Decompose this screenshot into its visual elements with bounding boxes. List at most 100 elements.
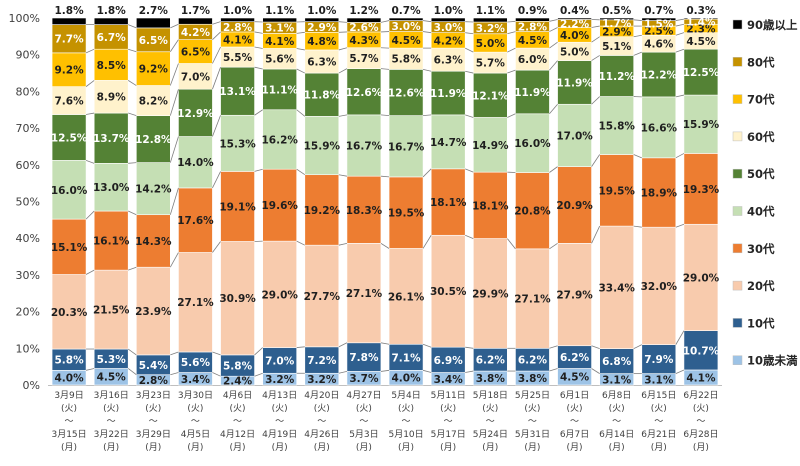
series-connector-line (86, 270, 94, 274)
x-label-start-dow: (火) (651, 403, 667, 414)
legend-item: 10歳未満 (733, 354, 798, 368)
x-label-start-dow: (火) (230, 403, 246, 414)
series-connector-line (592, 97, 600, 105)
x-label-end-date: 6月14日 (599, 429, 634, 440)
data-label: 1.8% (97, 5, 127, 17)
series-connector-line (212, 32, 220, 40)
data-label: 6.5% (181, 47, 211, 59)
data-label: 29.0% (261, 289, 298, 301)
data-label: 4.2% (434, 35, 464, 47)
data-label: 2.8% (223, 22, 253, 34)
data-label: 1.8% (55, 5, 85, 17)
data-label: 23.9% (135, 306, 172, 318)
data-label: 16.1% (93, 236, 130, 248)
data-label: 11.8% (304, 90, 341, 102)
series-connector-line (255, 373, 263, 376)
x-label-end-dow: (月) (440, 442, 456, 453)
data-label: 3.0% (392, 21, 422, 33)
series-connector-line (297, 347, 305, 348)
data-label: 6.2% (518, 355, 548, 367)
series-connector-line (339, 243, 347, 245)
data-label: 0.7% (392, 5, 422, 17)
x-label-start-dow: (火) (524, 403, 540, 414)
series-connector-line (676, 49, 684, 52)
x-label-tilde: ～ (233, 417, 242, 427)
series-connector-line (381, 370, 389, 371)
series-connector-line (128, 80, 136, 85)
series-connector-line (549, 42, 557, 48)
series-connector-line (170, 373, 178, 375)
data-label: 5.8% (392, 54, 422, 66)
x-label-start-date: 4月20日 (304, 390, 339, 401)
series-connector-line (212, 115, 220, 136)
x-label-end-date: 6月7日 (560, 429, 589, 440)
data-label: 2.8% (139, 375, 169, 387)
series-connector-line (507, 239, 515, 249)
data-label: 19.1% (219, 201, 256, 213)
data-label: 7.8% (349, 352, 379, 364)
data-label: 0.4% (560, 5, 590, 17)
data-label: 16.7% (388, 141, 425, 153)
series-connector-line (339, 115, 347, 116)
series-connector-line (465, 347, 473, 348)
series-connector-line (465, 71, 473, 73)
data-label: 5.6% (265, 54, 295, 66)
x-label-start-date: 3月23日 (136, 390, 171, 401)
legend-swatch (733, 132, 742, 141)
data-label: 11.2% (598, 71, 635, 83)
x-label-start-date: 3月9日 (54, 390, 83, 401)
data-label: 6.3% (434, 55, 464, 67)
series-connector-line (423, 69, 431, 71)
legend-item: 10代 (733, 316, 775, 330)
series-connector-line (128, 25, 136, 28)
series-connector-line (423, 370, 431, 372)
bar-segment (263, 18, 297, 22)
series-connector-line (465, 48, 473, 52)
series-connector-line (549, 104, 557, 114)
y-tick-label: 50% (16, 196, 40, 209)
data-label: 1.0% (434, 5, 464, 17)
data-label: 17.6% (177, 215, 214, 227)
x-label-start-dow: (火) (103, 403, 119, 414)
data-label: 15.9% (683, 119, 720, 131)
data-label: 7.9% (644, 354, 674, 366)
y-tick-label: 20% (16, 306, 40, 319)
data-label: 1.4% (686, 17, 716, 29)
legend-swatch (733, 281, 742, 290)
legend-item: 20代 (733, 279, 775, 293)
series-connector-line (297, 110, 305, 117)
series-connector-line (423, 169, 431, 177)
data-label: 6.2% (476, 355, 506, 367)
data-label: 2.4% (223, 376, 253, 388)
data-label: 20.9% (556, 200, 593, 212)
data-label: 16.7% (346, 141, 383, 153)
x-label-start-dow: (火) (356, 403, 372, 414)
series-connector-line (549, 243, 557, 249)
x-label-tilde: ～ (570, 417, 579, 427)
legend-item: 50代 (733, 167, 775, 181)
legend-swatch (733, 318, 742, 327)
series-connector-line (381, 243, 389, 248)
y-tick-label: 30% (16, 269, 40, 282)
data-label: 12.8% (135, 134, 172, 146)
series-connector-line (676, 153, 684, 157)
x-label-tilde: ～ (359, 417, 368, 427)
series-connector-line (676, 19, 684, 20)
data-label: 5.5% (223, 52, 253, 64)
data-label: 1.1% (265, 5, 295, 17)
data-label: 29.0% (683, 272, 720, 284)
data-label: 21.5% (93, 305, 130, 317)
series-connector-line (676, 95, 684, 97)
x-label-start-date: 5月11日 (431, 390, 466, 401)
x-label-start-date: 4月6日 (223, 390, 252, 401)
data-label: 1.2% (349, 5, 379, 17)
x-label-end-dow: (月) (567, 442, 583, 453)
series-connector-line (549, 61, 557, 71)
y-tick-label: 70% (16, 122, 40, 135)
series-connector-line (592, 226, 600, 243)
data-label: 3.8% (476, 373, 506, 385)
legend-label: 10代 (747, 316, 775, 330)
series-connector-line (507, 21, 515, 22)
data-label: 4.8% (307, 36, 337, 48)
data-label: 5.7% (349, 53, 379, 65)
